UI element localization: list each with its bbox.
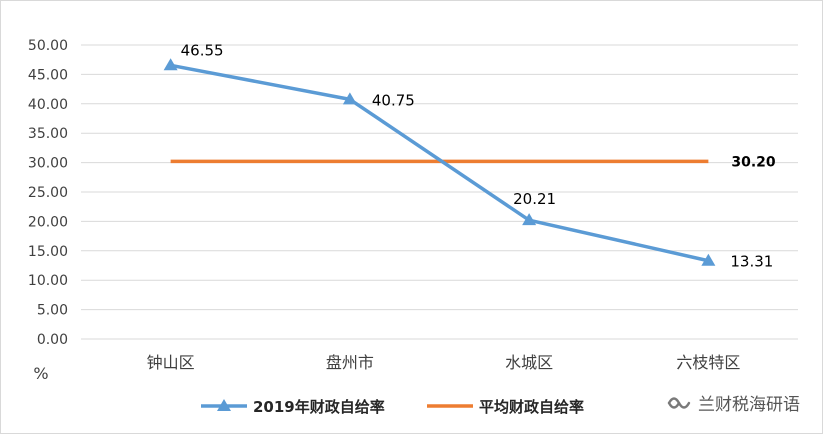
y-tick-label: 10.00 [28, 273, 68, 289]
data-point-marker [342, 92, 357, 105]
y-tick-label: 50.00 [28, 38, 68, 54]
data-point-marker [163, 58, 178, 71]
watermark: 兰财税海研语 [666, 390, 800, 415]
y-tick-label: 5.00 [37, 303, 68, 319]
watermark-text: 兰财税海研语 [698, 395, 800, 415]
y-axis-tick-labels: 0.00 5.00 10.00 15.00 20.00 25.00 30.00 35.00 40… [28, 38, 68, 348]
data-label-average: 30.20 [731, 154, 776, 170]
legend-label-average: 平均财政自给率 [479, 398, 584, 416]
y-axis-label: % [33, 364, 48, 383]
y-tick-label: 0.00 [37, 332, 68, 348]
series-line-2019 [170, 63, 709, 263]
data-label: 40.75 [372, 91, 415, 109]
data-point-marker [522, 213, 537, 226]
x-tick-label: 钟山区 [147, 353, 195, 372]
x-tick-label: 水城区 [505, 353, 553, 372]
y-tick-label: 35.00 [28, 126, 68, 142]
data-label: 46.55 [181, 41, 224, 59]
x-axis-tick-labels: 钟山区 盘州市 水城区 六枝特区 [147, 353, 741, 372]
y-gridlines [81, 44, 798, 340]
y-tick-label: 40.00 [28, 97, 68, 113]
data-point-marker [701, 253, 716, 266]
x-tick-label: 六枝特区 [676, 353, 740, 372]
y-tick-label: 45.00 [28, 67, 68, 83]
data-label: 13.31 [730, 253, 773, 271]
y-tick-label: 30.00 [28, 156, 68, 172]
wechat-channel-icon [667, 396, 691, 409]
legend-marker [217, 399, 231, 411]
x-tick-label: 盘州市 [326, 353, 374, 372]
y-tick-label: 15.00 [28, 244, 68, 260]
y-tick-label: 25.00 [28, 185, 68, 201]
legend: 2019年财政自给率 平均财政自给率 [201, 398, 584, 416]
data-label: 20.21 [513, 190, 556, 208]
legend-label-2019: 2019年财政自给率 [253, 398, 385, 416]
series-layer: 30.20 46.55 40.75 20.21 13.31 [163, 41, 776, 271]
y-tick-label: 20.00 [28, 214, 68, 230]
